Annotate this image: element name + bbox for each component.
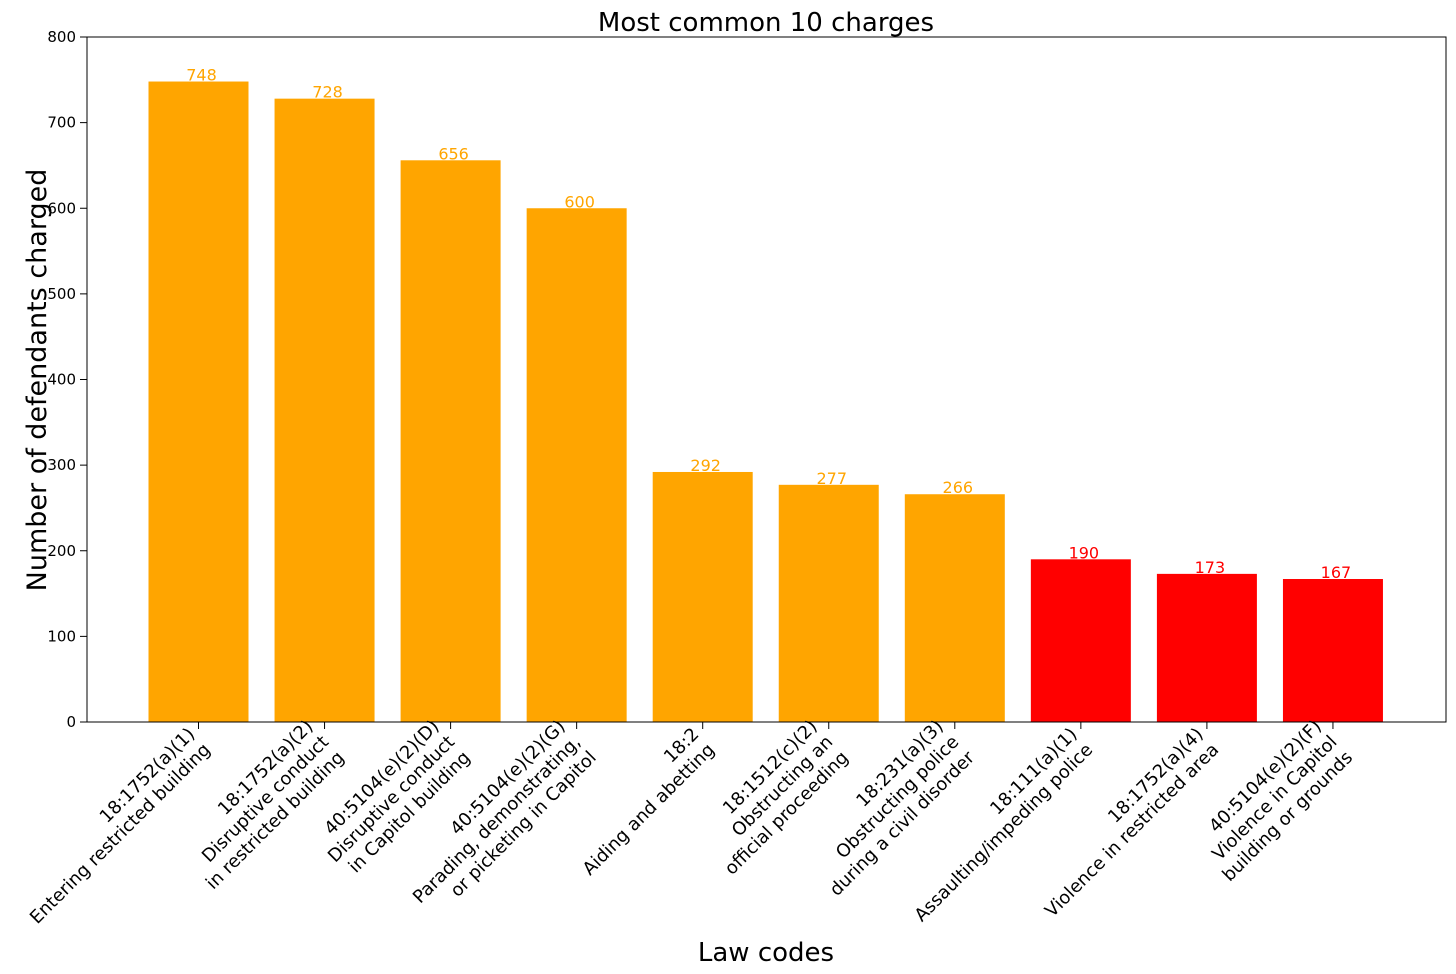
bar: [400, 160, 501, 723]
bar: [1282, 579, 1383, 722]
plot-area-frame: [86, 36, 1447, 723]
bar-value-labels: 748 728 656 600 292 277 266 190 173 167: [186, 66, 1351, 582]
bar-value-label: 748: [186, 66, 217, 85]
bar-value-label: 277: [816, 469, 847, 488]
y-tick-label: 800: [47, 28, 76, 46]
bar-value-label: 266: [943, 478, 974, 497]
x-tick-label: 18:1752(a)(1)Entering restricted buildin…: [26, 724, 215, 928]
x-axis-ticks: 18:1752(a)(1)Entering restricted buildin…: [26, 716, 1357, 928]
y-tick-label: 300: [47, 456, 76, 474]
bar: [148, 81, 249, 722]
bar-value-label: 292: [690, 456, 721, 475]
y-tick-label: 100: [47, 627, 76, 645]
bar-value-label: 728: [312, 83, 343, 102]
y-axis-ticks: 0 100 200 300 400 500 600 700 800: [47, 28, 87, 731]
x-axis-label: Law codes: [698, 938, 834, 968]
x-tick-label-line: Entering restricted building: [26, 739, 215, 928]
bars-group: [148, 81, 1383, 723]
chart-title: Most common 10 charges: [598, 8, 934, 38]
x-tick-label: 40:5104(e)(2)(F)Violence in Capitolbuild…: [1205, 716, 1357, 886]
bar: [1030, 559, 1131, 722]
bar: [274, 98, 375, 722]
y-tick-label: 400: [47, 371, 76, 389]
bar: [778, 484, 879, 722]
y-tick-label: 200: [47, 542, 76, 560]
y-tick-label: 0: [66, 713, 76, 731]
bar-value-label: 656: [438, 144, 469, 163]
y-axis-label: Number of defendants charged: [22, 169, 53, 592]
bar: [652, 471, 753, 722]
y-tick-label: 600: [47, 199, 76, 217]
bar-value-label: 190: [1069, 543, 1100, 562]
bar: [1156, 573, 1257, 722]
bar: [526, 208, 627, 722]
x-tick-label-line: Aiding and abetting: [579, 739, 719, 879]
bar-value-label: 173: [1195, 558, 1226, 577]
bar-value-label: 167: [1321, 563, 1352, 582]
bar-value-label: 600: [564, 192, 595, 211]
y-tick-label: 500: [47, 285, 76, 303]
bar: [904, 494, 1005, 722]
y-tick-label: 700: [47, 114, 76, 132]
